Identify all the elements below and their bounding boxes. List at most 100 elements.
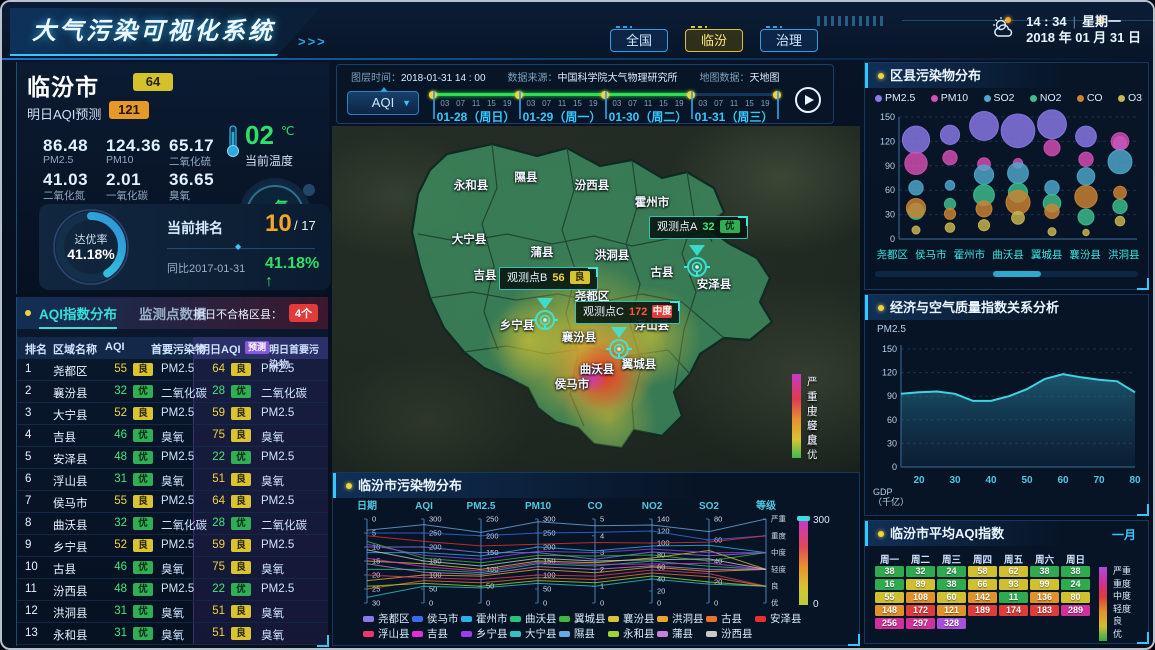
bubble-x-label[interactable]: 曲沃县 <box>992 249 1024 261</box>
chevron-down-icon: ▼ <box>402 98 411 108</box>
table-row[interactable]: 12 洪洞县 31 优臭氧 51 良臭氧 <box>17 601 328 623</box>
calendar-cell: 16 <box>875 579 904 590</box>
legend-item[interactable]: 永和县 <box>608 626 657 641</box>
scrollbar <box>875 271 1138 277</box>
table-row[interactable]: 6 浮山县 31 优臭氧 51 良臭氧 <box>17 469 328 491</box>
bubble-x-label[interactable]: 翼城县 <box>1030 249 1063 261</box>
station-marker-icon[interactable] <box>602 325 636 361</box>
map-area[interactable]: 永和县 隰县 汾西县 霍州市 大宁县 蒲县 洪洞县 古县 安泽县 吉县 尧都区 乡宁县 襄汾县 浮山县 曲沃… <box>332 126 860 472</box>
bubble-x-label[interactable]: 洪洞县 <box>1108 249 1140 261</box>
station-marker-icon[interactable] <box>680 243 714 279</box>
cell-faqi: 51 <box>212 473 225 485</box>
cell-aqi: 46 <box>114 429 127 441</box>
legend-item[interactable]: 侯马市 <box>412 611 461 626</box>
table-row[interactable]: 11 汾西县 48 优 PM2.5 22 优 PM2.5 <box>17 579 328 601</box>
calendar-legend-label: 重度 <box>1113 578 1132 589</box>
timeline-date[interactable]: 01-31（周三） <box>694 110 774 124</box>
tab-bar: AQI指数分布 监测点数据 明日不合格区县： 4个 <box>17 297 328 329</box>
table-row[interactable]: 7 侯马市 55 良 PM2.5 64 良 PM2.5 <box>17 491 328 513</box>
tab-station-data[interactable]: 监测点数据 <box>139 307 207 322</box>
legend-item[interactable]: 蒲县 <box>657 626 706 641</box>
legend-label: O3 <box>1127 92 1142 104</box>
ranking-rank: 10 <box>265 210 292 237</box>
legend-item[interactable]: PM2.5 <box>875 92 915 104</box>
panel-title: 区县污染物分布 <box>865 63 1148 88</box>
table-row[interactable]: 5 安泽县 48 优 PM2.5 22 优 PM2.5 <box>17 447 328 469</box>
table-row[interactable]: 8 曲沃县 32 优二氧化碳 28 优二氧化碳 <box>17 513 328 535</box>
legend-item[interactable]: 乡宁县 <box>461 626 510 641</box>
station-tooltip[interactable]: 观测点B 56 良 <box>499 267 598 290</box>
legend-item[interactable]: 安泽县 <box>755 611 804 626</box>
table-row[interactable]: 13 永和县 31 优臭氧 51 良臭氧 <box>17 623 328 645</box>
table-row[interactable]: 10 古县 46 优臭氧 75 良臭氧 <box>17 557 328 579</box>
legend-item[interactable]: 尧都区 <box>363 611 412 626</box>
tick-label: 11 <box>557 99 567 108</box>
legend-item[interactable]: 吉县 <box>412 626 461 641</box>
legend-item[interactable]: PM10 <box>930 92 968 104</box>
calendar-day-header: 周五 <box>1003 555 1023 566</box>
level-badge: 中度 <box>652 305 673 318</box>
nav-button-national[interactable]: 全国 <box>610 26 668 52</box>
bubble-x-label[interactable]: 侯马市 <box>915 249 947 261</box>
table-row[interactable]: 1 尧都区 55 良 PM2.5 64 良 PM2.5 <box>17 359 328 381</box>
parallel-gradient-bar <box>797 516 810 605</box>
severity-level-label: 重度 <box>807 390 818 418</box>
cell-rank: 11 <box>25 583 37 595</box>
calendar-cell: 93 <box>999 579 1028 590</box>
legend-item[interactable]: 曲沃县 <box>510 611 559 626</box>
tick-label: 03 <box>440 99 450 108</box>
legend-item[interactable]: O3 <box>1117 92 1142 104</box>
fail-counties-badge: 4个 <box>288 304 318 322</box>
bubble-x-label[interactable]: 襄汾县 <box>1069 249 1101 261</box>
legend-label: 曲沃县 <box>525 613 557 625</box>
legend-item[interactable]: CO <box>1076 92 1103 104</box>
tick-label: 03 <box>698 99 708 108</box>
cell-aqi: 55 <box>114 495 127 507</box>
table-row[interactable]: 2 襄汾县 32 优二氧化碳 28 优二氧化碳 <box>17 381 328 403</box>
nav-button-linfen[interactable]: 临汾 <box>685 26 743 52</box>
scrollbar-thumb[interactable] <box>993 271 1041 277</box>
legend-item[interactable]: NO2 <box>1029 92 1061 104</box>
legend-item[interactable]: 襄汾县 <box>608 611 657 626</box>
timeline-date[interactable]: 01-29（周一） <box>522 110 602 124</box>
svg-text:30: 30 <box>372 599 380 608</box>
timeline-date[interactable]: 01-30（周二） <box>608 110 688 124</box>
legend-item[interactable]: 洪洞县 <box>657 611 706 626</box>
pollutant-parallel-panel: 临汾市污染物分布 日期 0 5 10 15 20 25 30 AQI 300 250 200 150 10… <box>332 472 860 646</box>
calendar-cell: 136 <box>1030 592 1059 603</box>
legend-item[interactable]: 翼城县 <box>559 611 608 626</box>
cell-aqi: 31 <box>114 605 127 617</box>
level-badge: 良 <box>231 627 251 640</box>
table-row[interactable]: 9 乡宁县 52 良 PM2.5 59 良 PM2.5 <box>17 535 328 557</box>
legend-item[interactable]: SO2 <box>983 92 1015 104</box>
svg-text:90: 90 <box>885 161 895 171</box>
tab-aqi-distribution[interactable]: AQI指数分布 <box>39 303 118 329</box>
table-row[interactable]: 4 吉县 46 优臭氧 75 良臭氧 <box>17 425 328 447</box>
legend-item[interactable]: 古县 <box>706 611 755 626</box>
station-tooltip[interactable]: 观测点A 32 优 <box>649 216 748 239</box>
legend-item[interactable]: 浮山县 <box>363 626 412 641</box>
ranking-divider <box>167 242 315 251</box>
timeline-date[interactable]: 01-28（周日） <box>436 110 516 124</box>
bubble-x-label[interactable]: 霍州市 <box>953 249 986 261</box>
severity-level-label: 中度 <box>807 405 818 432</box>
layer-select-dropdown[interactable]: AQI ▼ <box>347 87 419 115</box>
map-data-value: 天地图 <box>749 73 780 84</box>
table-row[interactable]: 3 大宁县 52 良 PM2.5 59 良 PM2.5 <box>17 403 328 425</box>
bubble-x-label[interactable]: 尧都区 <box>876 249 909 261</box>
play-button[interactable] <box>795 87 821 113</box>
station-marker-icon[interactable] <box>528 296 562 332</box>
cell-fpollutant: 臭氧 <box>261 630 284 642</box>
legend-item[interactable]: 大宁县 <box>510 626 559 641</box>
legend-item[interactable]: 汾西县 <box>706 626 755 641</box>
legend-item[interactable]: 霍州市 <box>461 611 510 626</box>
calendar-month[interactable]: 一月 <box>1111 528 1136 542</box>
level-badge: 优 <box>133 627 153 640</box>
severity-level-label: 轻度 <box>807 419 818 447</box>
nav-button-governance[interactable]: 治理 <box>760 26 818 52</box>
legend-item[interactable]: 隰县 <box>559 626 608 641</box>
legend-chip <box>608 615 619 622</box>
station-tooltip[interactable]: 观测点C 172 中度 <box>575 301 681 324</box>
svg-text:120: 120 <box>880 136 895 146</box>
level-badge: 良 <box>133 363 153 376</box>
